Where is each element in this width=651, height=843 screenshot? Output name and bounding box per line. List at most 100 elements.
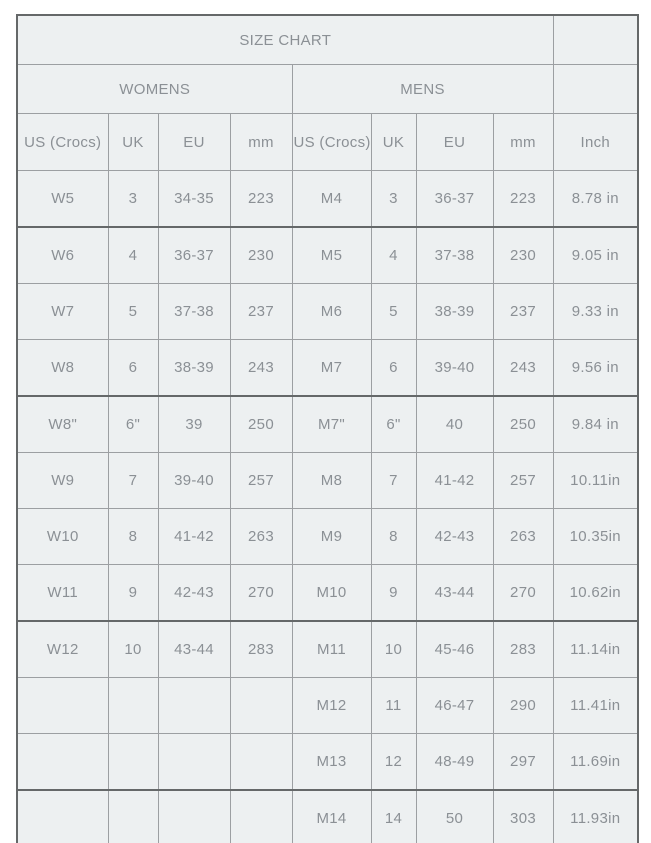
table-row: W12 10 43-44 283 M11 10 45-46 283 11.14in (16, 620, 639, 678)
size-cell: M5 (291, 226, 372, 284)
size-cell: 4 (107, 226, 159, 284)
size-cell: 43-44 (157, 620, 231, 678)
size-cell: 39-40 (157, 452, 231, 509)
size-cell: 257 (492, 452, 554, 509)
col-header-womens-mm: mm (229, 113, 293, 171)
size-cell: 243 (492, 339, 554, 397)
size-cell: 10 (370, 620, 417, 678)
size-chart-title: SIZE CHART (16, 14, 554, 65)
size-cell: M11 (291, 620, 372, 678)
size-cell: 38-39 (415, 283, 494, 340)
size-cell: 48-49 (415, 733, 494, 791)
size-cell: 45-46 (415, 620, 494, 678)
group-header-row: WOMENS MENS (16, 64, 639, 114)
size-cell (107, 733, 159, 791)
size-cell (16, 733, 109, 791)
size-cell: W8 (16, 339, 109, 397)
size-cell: 11.41in (552, 677, 639, 734)
size-cell: 6" (107, 395, 159, 453)
size-cell: 11.93in (552, 789, 639, 843)
col-header-womens-us: US (Crocs) (16, 113, 109, 171)
size-cell: 36-37 (415, 170, 494, 228)
size-cell: 37-38 (157, 283, 231, 340)
size-cell: M4 (291, 170, 372, 228)
size-cell: 7 (370, 452, 417, 509)
size-cell: 9 (370, 564, 417, 622)
table-row: W8 6 38-39 243 M7 6 39-40 243 9.56 in (16, 339, 639, 397)
size-cell: 7 (107, 452, 159, 509)
size-cell (16, 789, 109, 843)
size-cell: 5 (370, 283, 417, 340)
size-cell: 12 (370, 733, 417, 791)
table-row: W9 7 39-40 257 M8 7 41-42 257 10.11in (16, 452, 639, 509)
size-cell: M7" (291, 395, 372, 453)
size-cell: 283 (229, 620, 293, 678)
size-cell: 14 (370, 789, 417, 843)
size-cell: 37-38 (415, 226, 494, 284)
table-row: W8" 6" 39 250 M7" 6" 40 250 9.84 in (16, 395, 639, 453)
size-cell: 223 (229, 170, 293, 228)
size-cell: 9.05 in (552, 226, 639, 284)
column-header-row: US (Crocs) UK EU mm US (Crocs) UK EU mm … (16, 113, 639, 171)
size-cell: 230 (229, 226, 293, 284)
table-row: M14 14 50 303 11.93in (16, 789, 639, 843)
size-cell: W12 (16, 620, 109, 678)
size-cell: W10 (16, 508, 109, 565)
col-header-mens-us: US (Crocs) (291, 113, 372, 171)
size-cell: 41-42 (415, 452, 494, 509)
size-cell: 8 (370, 508, 417, 565)
table-row: W7 5 37-38 237 M6 5 38-39 237 9.33 in (16, 283, 639, 340)
table-row: W10 8 41-42 263 M9 8 42-43 263 10.35in (16, 508, 639, 565)
col-header-mens-eu: EU (415, 113, 494, 171)
size-cell: 41-42 (157, 508, 231, 565)
size-cell: 43-44 (415, 564, 494, 622)
size-cell: 11.69in (552, 733, 639, 791)
size-cell: 250 (492, 395, 554, 453)
size-cell: 223 (492, 170, 554, 228)
size-cell: 38-39 (157, 339, 231, 397)
size-cell: 50 (415, 789, 494, 843)
size-cell: 8 (107, 508, 159, 565)
size-cell: 42-43 (157, 564, 231, 622)
size-cell: 257 (229, 452, 293, 509)
table-row: W5 3 34-35 223 M4 3 36-37 223 8.78 in (16, 170, 639, 228)
size-cell: 270 (492, 564, 554, 622)
size-cell: M7 (291, 339, 372, 397)
size-cell: 5 (107, 283, 159, 340)
size-cell (107, 677, 159, 734)
size-cell: 10.62in (552, 564, 639, 622)
womens-group-header: WOMENS (16, 64, 293, 114)
size-cell: 9 (107, 564, 159, 622)
col-header-mens-mm: mm (492, 113, 554, 171)
table-row: M12 11 46-47 290 11.41in (16, 677, 639, 734)
size-cell: 243 (229, 339, 293, 397)
size-cell: 263 (229, 508, 293, 565)
size-cell: 39 (157, 395, 231, 453)
size-cell: 270 (229, 564, 293, 622)
size-cell (229, 677, 293, 734)
size-cell: 6 (107, 339, 159, 397)
size-cell: 8.78 in (552, 170, 639, 228)
size-cell: 6" (370, 395, 417, 453)
title-row-spacer-cell (552, 14, 639, 65)
size-cell: 250 (229, 395, 293, 453)
size-cell: 263 (492, 508, 554, 565)
size-cell: 40 (415, 395, 494, 453)
size-table-body: W5 3 34-35 223 M4 3 36-37 223 8.78 in W6 4 36-37 230… (16, 170, 639, 843)
col-header-mens-uk: UK (370, 113, 417, 171)
size-cell: 230 (492, 226, 554, 284)
size-cell: 9.84 in (552, 395, 639, 453)
col-header-womens-uk: UK (107, 113, 159, 171)
size-cell: M10 (291, 564, 372, 622)
size-cell: 11.14in (552, 620, 639, 678)
size-cell: 46-47 (415, 677, 494, 734)
size-cell: 237 (492, 283, 554, 340)
size-cell: 3 (107, 170, 159, 228)
table-row: M13 12 48-49 297 11.69in (16, 733, 639, 791)
size-cell: W6 (16, 226, 109, 284)
size-cell: 4 (370, 226, 417, 284)
size-cell: W11 (16, 564, 109, 622)
col-header-inch: Inch (552, 113, 639, 171)
size-cell: 9.56 in (552, 339, 639, 397)
